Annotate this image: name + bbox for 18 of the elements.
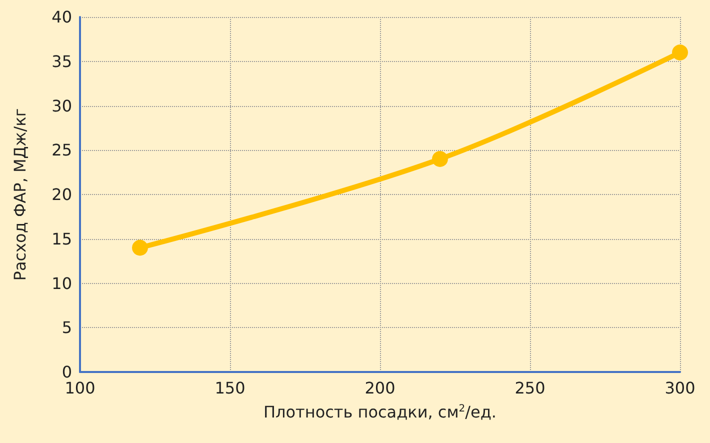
y-tick-label: 40 bbox=[52, 8, 72, 26]
x-tick-label: 300 bbox=[664, 378, 696, 398]
y-axis-title: Расход ФАР, МДж/кг bbox=[10, 108, 30, 281]
x-tick-label: 150 bbox=[214, 378, 246, 398]
y-tick-label: 20 bbox=[52, 185, 72, 204]
y-tick-label: 10 bbox=[52, 274, 72, 293]
y-tick-label: 15 bbox=[52, 229, 72, 248]
point bbox=[672, 44, 688, 60]
x-tick-label: 250 bbox=[514, 378, 546, 398]
y-tick-label: 5 bbox=[62, 318, 72, 338]
y-tick-label: 35 bbox=[52, 52, 72, 71]
y-tick-label: 30 bbox=[52, 96, 72, 116]
point bbox=[132, 240, 148, 256]
point bbox=[432, 151, 448, 167]
y-tick-label: 25 bbox=[52, 140, 72, 160]
x-tick-label: 200 bbox=[364, 378, 396, 398]
y-tick-label: 0 bbox=[62, 362, 72, 382]
x-tick-label: 100 bbox=[64, 378, 96, 398]
